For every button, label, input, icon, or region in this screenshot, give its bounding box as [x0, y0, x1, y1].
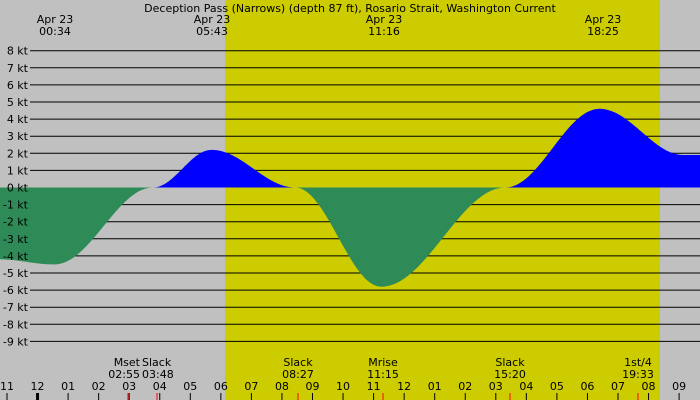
x-tick-label: 01: [61, 380, 75, 393]
y-axis-labels: 8 kt 7 kt 6 kt 5 kt 4 kt 3 kt 2 kt 1 kt 0 kt -1 k…: [3, 45, 29, 349]
extremum-time: 05:43: [196, 25, 228, 38]
x-tick-label: 01: [428, 380, 442, 393]
x-tick-label: 11: [367, 380, 381, 393]
extremum-date: Apr 23: [585, 13, 622, 26]
y-tick-label: -7 kt: [3, 301, 29, 314]
event-name: Slack: [283, 356, 313, 369]
x-tick-label: 11: [0, 380, 14, 393]
x-tick-label: 09: [306, 380, 320, 393]
x-tick-label: 04: [519, 380, 533, 393]
extremum-time: 18:25: [587, 25, 619, 38]
x-tick-label: 04: [153, 380, 167, 393]
extremum-time: 00:34: [39, 25, 71, 38]
x-tick-label: 09: [672, 380, 686, 393]
y-tick-label: 8 kt: [7, 45, 29, 58]
x-tick-label: 12: [397, 380, 411, 393]
chart-title: Deception Pass (Narrows) (depth 87 ft), …: [144, 2, 556, 15]
flood-current-area: [0, 108, 700, 188]
y-tick-label: 1 kt: [7, 164, 29, 177]
y-tick-label: -4 kt: [3, 250, 29, 263]
y-tick-label: 3 kt: [7, 130, 29, 143]
event-time: 19:33: [622, 368, 654, 381]
y-tick-label: 4 kt: [7, 113, 29, 126]
y-tick-label: 0 kt: [7, 182, 29, 195]
x-tick-label: 05: [183, 380, 197, 393]
event-time: 08:27: [282, 368, 314, 381]
y-tick-label: -6 kt: [3, 284, 29, 297]
event-name: Slack: [495, 356, 525, 369]
x-tick-label: 07: [611, 380, 625, 393]
y-tick-label: 5 kt: [7, 96, 29, 109]
y-tick-label: -8 kt: [3, 318, 29, 331]
x-tick-label: 07: [244, 380, 258, 393]
y-tick-label: -3 kt: [3, 233, 29, 246]
event-name: Slack: [142, 356, 172, 369]
y-tick-label: -2 kt: [3, 216, 29, 229]
x-tick-label: 10: [336, 380, 350, 393]
extremum-date: Apr 23: [37, 13, 74, 26]
event-name: 1st/4: [624, 356, 652, 369]
event-name: Mset: [114, 356, 141, 369]
ebb-current-area: [0, 187, 700, 287]
x-tick-label: 06: [580, 380, 594, 393]
y-tick-label: -5 kt: [3, 267, 29, 280]
x-axis-hours: 11 12 01 02 03 04 05 06 07 08 09 10 11 12 01 02 03 04 05 06…: [0, 380, 686, 400]
event-name: Mrise: [368, 356, 398, 369]
event-labels: Mset02:55Slack03:48Slack08:27Mrise11:15S…: [108, 356, 654, 400]
x-tick-label: 02: [458, 380, 472, 393]
x-tick-label: 08: [275, 380, 289, 393]
extremum-date: Apr 23: [194, 13, 231, 26]
event-time: 15:20: [494, 368, 526, 381]
y-tick-label: 2 kt: [7, 147, 29, 160]
extremum-date: Apr 23: [366, 13, 403, 26]
x-tick-label: 03: [122, 380, 136, 393]
x-tick-label: 05: [550, 380, 564, 393]
x-tick-label: 02: [92, 380, 106, 393]
event-time: 03:48: [142, 368, 174, 381]
x-tick-label: 12: [31, 380, 45, 393]
y-tick-label: -9 kt: [3, 335, 29, 348]
x-tick-label: 03: [489, 380, 503, 393]
y-tick-label: -1 kt: [3, 199, 29, 212]
extremum-time: 11:16: [368, 25, 400, 38]
event-time: 02:55: [108, 368, 140, 381]
x-tick-label: 06: [214, 380, 228, 393]
y-tick-label: 6 kt: [7, 79, 29, 92]
y-tick-label: 7 kt: [7, 62, 29, 75]
event-time: 11:15: [367, 368, 399, 381]
x-tick-label: 08: [642, 380, 656, 393]
